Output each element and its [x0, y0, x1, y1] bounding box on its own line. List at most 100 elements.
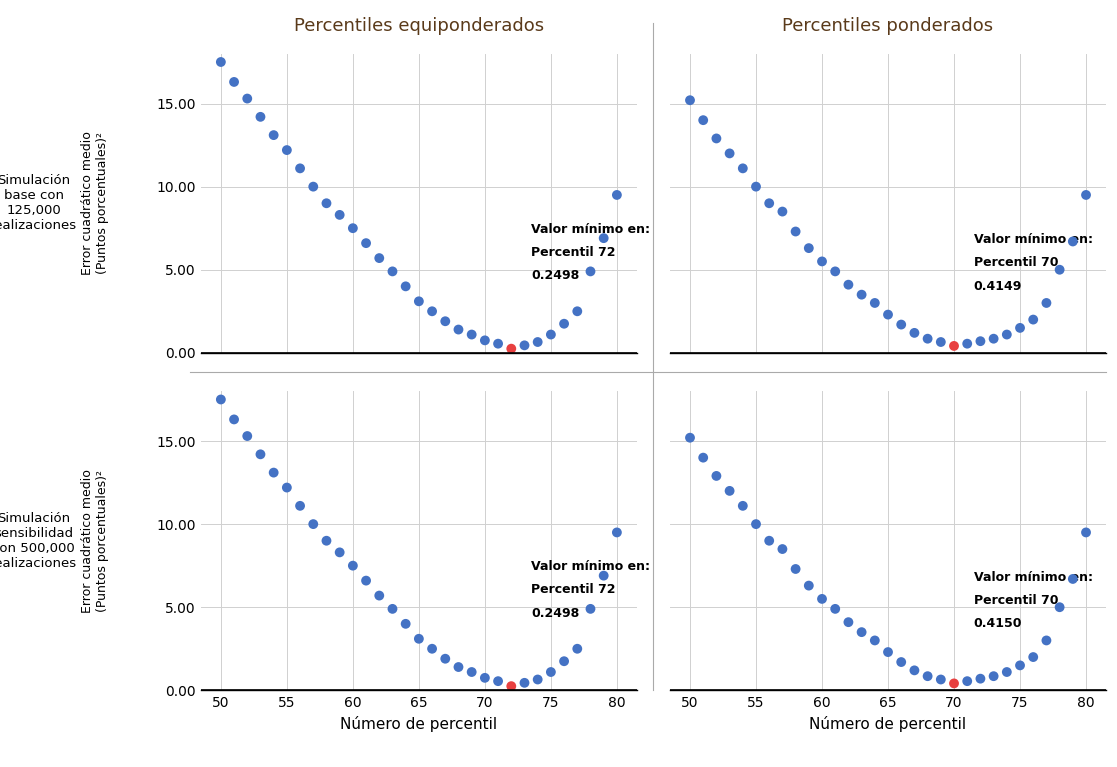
Point	[226, 76, 244, 88]
Point	[918, 670, 936, 683]
Point	[906, 327, 924, 339]
Point	[1038, 634, 1056, 647]
Point	[212, 56, 230, 68]
Point	[503, 343, 521, 355]
Point	[945, 340, 963, 352]
Point	[357, 574, 375, 587]
Point	[695, 452, 713, 464]
Point	[383, 265, 401, 278]
Point	[212, 393, 230, 406]
Point	[278, 144, 296, 156]
Point	[1077, 189, 1095, 201]
Point	[1063, 573, 1081, 585]
Point	[734, 163, 752, 175]
Point	[462, 666, 480, 678]
Point	[840, 616, 858, 628]
Point	[265, 466, 283, 479]
Point	[866, 297, 884, 309]
Text: Percentiles equiponderados: Percentiles equiponderados	[294, 17, 544, 35]
Text: Simulación
sensibilidad
con 500,000
realizaciones: Simulación sensibilidad con 500,000 real…	[0, 512, 77, 570]
Point	[238, 92, 256, 104]
Text: Valor mínimo en:: Valor mínimo en:	[974, 233, 1092, 246]
Point	[734, 500, 752, 512]
Point	[251, 110, 269, 123]
Point	[542, 666, 560, 678]
Point	[892, 318, 910, 331]
Point	[1038, 297, 1056, 309]
Point	[449, 324, 467, 336]
Point	[397, 280, 414, 292]
Point	[997, 666, 1015, 678]
Point	[972, 335, 990, 347]
Text: Valor mínimo en:: Valor mínimo en:	[531, 560, 650, 573]
Point	[906, 664, 924, 676]
Text: Número de percentil: Número de percentil	[810, 716, 966, 732]
Point	[357, 237, 375, 249]
Point	[304, 180, 322, 193]
Point	[423, 643, 441, 655]
Point	[608, 526, 626, 538]
Point	[720, 485, 738, 497]
Point	[681, 94, 699, 107]
Point	[827, 265, 844, 278]
Point	[528, 673, 546, 686]
Point	[265, 129, 283, 141]
Point	[813, 255, 831, 268]
Point	[761, 197, 779, 209]
Point	[516, 339, 534, 351]
Text: Valor mínimo en:: Valor mínimo en:	[974, 571, 1092, 584]
Point	[569, 643, 586, 655]
Point	[1011, 322, 1029, 334]
Text: 0.2498: 0.2498	[531, 607, 580, 620]
Point	[410, 633, 428, 645]
Text: Error cuadrático medio
(Puntos porcentuales)²: Error cuadrático medio (Puntos porcentua…	[80, 131, 109, 275]
Point	[1011, 659, 1029, 672]
Point	[695, 114, 713, 127]
Point	[555, 655, 573, 667]
Point	[852, 626, 870, 638]
Point	[582, 603, 600, 615]
Point	[238, 430, 256, 442]
Text: 0.2498: 0.2498	[531, 269, 580, 282]
Point	[827, 603, 844, 615]
Point	[582, 265, 600, 278]
Point	[997, 328, 1015, 341]
Point	[1024, 651, 1042, 663]
Point	[371, 589, 389, 601]
Text: 0.4149: 0.4149	[974, 280, 1022, 293]
Text: Número de percentil: Número de percentil	[341, 716, 497, 732]
Point	[786, 563, 804, 575]
Text: Percentil 72: Percentil 72	[531, 246, 615, 259]
Text: Valor mínimo en:: Valor mínimo en:	[531, 222, 650, 235]
Point	[383, 603, 401, 615]
Point	[489, 675, 507, 687]
Point	[985, 333, 1003, 345]
Point	[800, 242, 818, 255]
Point	[503, 680, 521, 693]
Point	[707, 469, 725, 482]
Text: Percentil 72: Percentil 72	[531, 584, 615, 597]
Point	[449, 661, 467, 673]
Point	[410, 295, 428, 308]
Point	[747, 180, 765, 193]
Point	[292, 163, 309, 175]
Point	[423, 305, 441, 318]
Point	[344, 222, 362, 235]
Text: 0.4150: 0.4150	[974, 617, 1022, 630]
Point	[278, 482, 296, 494]
Point	[569, 305, 586, 318]
Text: Simulación
base con
125,000
realizaciones: Simulación base con 125,000 realizacione…	[0, 174, 77, 232]
Point	[317, 535, 335, 547]
Point	[304, 518, 322, 530]
Point	[476, 334, 494, 347]
Point	[437, 315, 455, 328]
Point	[707, 132, 725, 144]
Point	[761, 535, 779, 547]
Point	[958, 675, 976, 687]
Point	[594, 569, 612, 581]
Point	[786, 225, 804, 238]
Point	[958, 337, 976, 350]
Point	[344, 560, 362, 572]
Point	[840, 278, 858, 291]
Point	[397, 617, 414, 630]
